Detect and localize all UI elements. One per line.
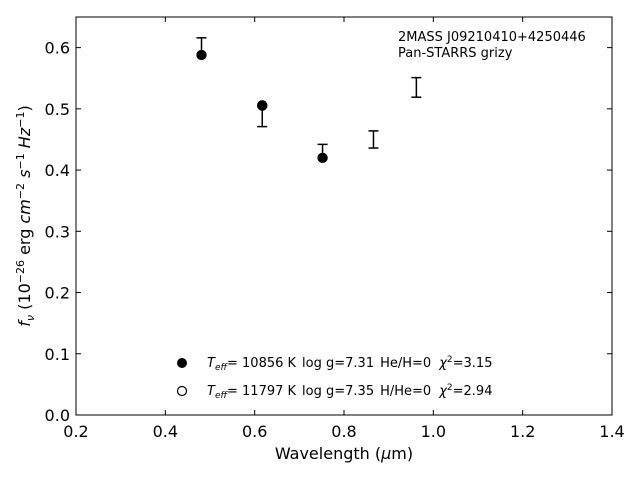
- plot-area: [75, 16, 613, 416]
- y-tick-label: 0.5: [45, 100, 70, 119]
- annotation-line-2: Pan-STARRS grizy: [398, 46, 513, 61]
- error-bar: [411, 76, 422, 98]
- model-point-open: [257, 100, 268, 111]
- y-tick-label: 0.2: [45, 284, 70, 303]
- y-axis-label: fν (10−26 erg cm−2 s−1 Hz−1): [14, 105, 37, 326]
- x-tick-label: 0.4: [153, 422, 178, 441]
- x-tick-label: 1.2: [510, 422, 535, 441]
- model-point-open: [196, 49, 207, 61]
- x-tick-label: 1.0: [421, 422, 446, 441]
- annotation-line-1: 2MASS J09210410+4250446: [398, 30, 586, 45]
- model-point-open: [317, 152, 328, 163]
- legend-marker-filled: [177, 358, 187, 368]
- x-tick-label: 0.8: [331, 422, 356, 441]
- y-tick-label: 0.6: [45, 39, 70, 58]
- data-markers: [196, 49, 328, 163]
- y-tick-label: 0.0: [45, 406, 70, 425]
- x-tick-labels: 0.2 0.4 0.6 0.8 1.0 1.2 1.4: [63, 422, 624, 441]
- x-tick-label: 1.4: [599, 422, 624, 441]
- x-tick-label: 0.2: [63, 422, 88, 441]
- x-axis-label: Wavelength (μm): [275, 444, 413, 463]
- svg-text:fν (10−26 erg cm−2 s−1 Hz−1): fν (10−26 erg cm−2 s−1 Hz−1): [14, 105, 37, 326]
- x-tick-label: 0.6: [242, 422, 267, 441]
- y-tick-label: 0.4: [45, 161, 70, 180]
- y-tick-label: 0.1: [45, 345, 70, 364]
- ticks: [75, 17, 613, 416]
- y-tick-label: 0.3: [45, 222, 70, 241]
- error-bar: [368, 130, 379, 149]
- y-tick-labels: 0.0 0.1 0.2 0.3 0.4 0.5 0.6: [45, 39, 70, 425]
- legend-marker-open: [176, 385, 188, 397]
